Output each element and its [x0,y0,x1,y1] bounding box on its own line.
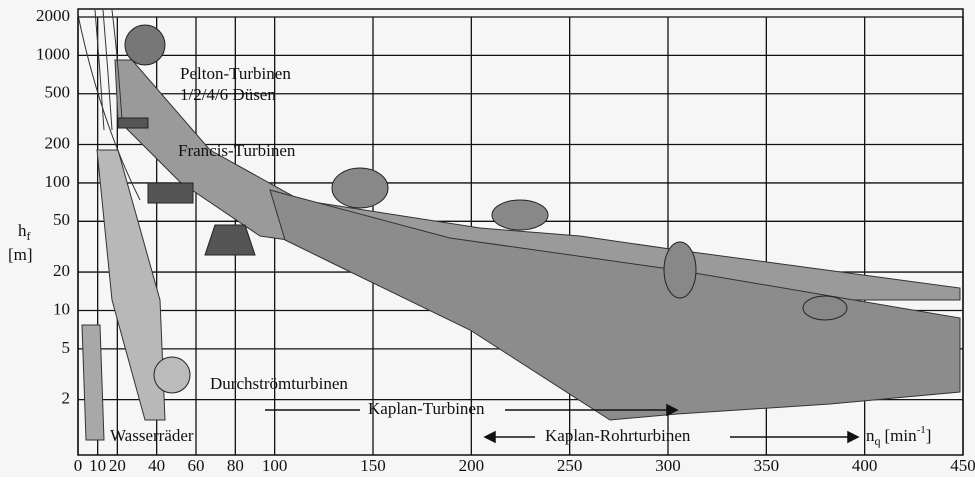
y-axis-unit: [m] [8,245,33,264]
x-tick-label: 200 [459,456,485,475]
y-label-sub: f [27,229,31,243]
x-label-close: ] [926,426,932,445]
francis-icon [148,183,193,203]
chart: Pelton-Turbinen 1/2/4/6 Düsen Francis-Tu… [0,0,975,477]
x-label-sub: q [875,434,881,448]
annotation: Wasserräder [110,426,194,445]
x-tick-label: 400 [852,456,878,475]
kaplan-icon [332,168,388,208]
annotation: Pelton-Turbinen [180,64,291,83]
y-tick-label: 500 [45,83,71,102]
annotation: Francis-Turbinen [178,141,296,160]
kaplan-icon [492,200,548,230]
y-tick-label: 10 [53,299,70,318]
x-label-sup: -1 [917,424,926,436]
x-tick-label: 250 [557,456,583,475]
francis-icon [118,118,148,128]
x-tick-label: 100 [262,456,288,475]
y-tick-label: 2 [62,389,71,408]
y-tick-label: 5 [62,338,71,357]
x-tick-label: 10 [89,456,106,475]
pelton-icon [125,25,165,65]
x-tick-label: 150 [360,456,386,475]
x-tick-label: 450 [950,456,975,475]
x-tick-label: 80 [227,456,244,475]
x-tick-label: 60 [188,456,205,475]
y-tick-label: 50 [53,210,70,229]
annotation: Kaplan-Turbinen [368,399,485,418]
x-tick-label: 300 [655,456,681,475]
x-tick-label: 0 [74,456,83,475]
y-tick-label: 100 [45,172,71,191]
annotation: Durchströmturbinen [210,374,348,393]
y-tick-label: 2000 [36,6,70,25]
y-tick-label: 200 [45,133,71,152]
x-tick-label: 20 [109,456,126,475]
x-tick-label: 350 [754,456,780,475]
annotation: Kaplan-Rohrturbinen [545,426,691,445]
y-tick-label: 20 [53,261,70,280]
annotation: 1/2/4/6 Düsen [180,85,276,104]
wasserraeder-region [82,325,104,440]
crossflow-icon [154,357,190,393]
bulb-icon [803,296,847,320]
kaplan-icon [664,242,696,298]
x-label-unit: [min [885,426,918,445]
y-tick-label: 1000 [36,44,70,63]
x-tick-label: 40 [148,456,165,475]
